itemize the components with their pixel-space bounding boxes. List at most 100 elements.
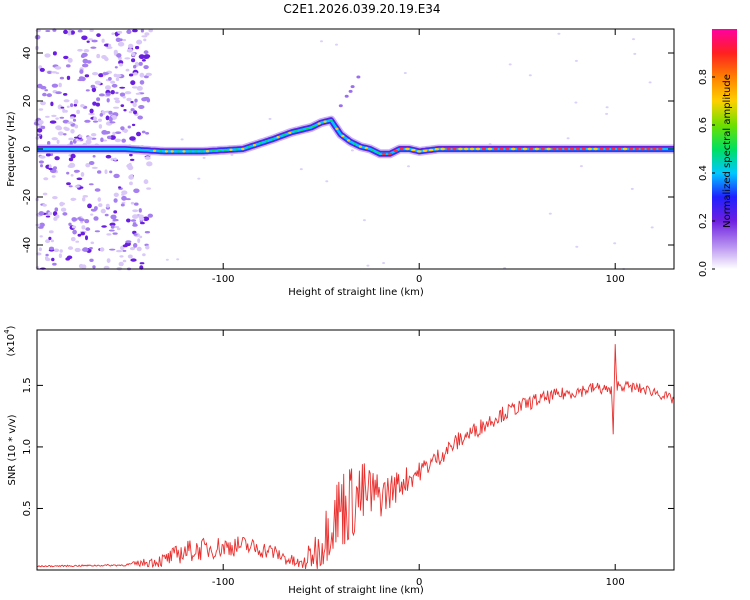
spectrogram-noise-point: [127, 254, 133, 259]
spectrogram-ridge-peak: [411, 148, 416, 152]
spectrogram-noise-point: [105, 92, 111, 96]
spectrogram-noise-point: [70, 129, 75, 134]
spectrogram-noise-point: [48, 236, 52, 241]
spectrogram-ridge-peak: [158, 150, 163, 153]
spectrogram-noise-point: [55, 91, 62, 95]
spectrogram-noise-point: [119, 92, 126, 97]
spectrogram-noise-point: [82, 58, 89, 64]
spectrogram-noise-point: [508, 63, 512, 66]
spectrogram-ridge-peak: [405, 147, 410, 151]
spectrogram-x-tick-label: 0: [416, 274, 422, 285]
spectrogram-noise-point: [51, 137, 58, 141]
spectrogram-ridge-peak: [358, 145, 362, 148]
spectrogram-noise-point: [70, 197, 77, 201]
spectrogram-noise-point: [109, 170, 113, 174]
spectrogram-noise-point: [142, 253, 146, 257]
spectrogram-ridge-peak: [399, 147, 404, 151]
spectrogram-noise-point: [121, 193, 125, 196]
spectrogram-noise-point: [142, 216, 150, 222]
spectrogram-noise-point: [74, 136, 79, 139]
spectrogram-ridge-peak: [517, 147, 522, 151]
spectrogram-noise-point: [146, 161, 153, 167]
spectrogram-noise-point: [106, 258, 111, 263]
spectrogram-noise-point: [68, 157, 74, 162]
spectrogram-noise-point: [104, 56, 109, 62]
spectrogram-noise-point: [141, 130, 146, 134]
colorbar-tick-label: 0.6: [698, 117, 709, 133]
spectrogram-ridge-peak: [200, 150, 204, 153]
spectrogram-ridge-peak: [522, 147, 528, 151]
spectrogram-noise-point: [63, 29, 68, 35]
spectrogram-ridge-peak: [205, 150, 210, 153]
spectrogram-noise-point: [122, 129, 129, 133]
spectrogram-noise-point: [98, 93, 105, 97]
spectrogram-noise-point: [146, 187, 152, 190]
spectrogram-noise-point: [122, 39, 127, 42]
spectrogram-noise-point: [77, 48, 83, 52]
spectrogram-noise-point: [67, 57, 73, 63]
spectrogram-ridge-peak: [270, 138, 274, 141]
spectrogram-ridge-peak: [276, 136, 280, 139]
spectrogram-noise-point: [136, 40, 143, 44]
spectrogram-noise-point: [648, 81, 652, 84]
spectrogram-noise-point: [42, 92, 47, 97]
spectrogram-ridge-peak: [611, 147, 616, 151]
spectrogram-noise-point: [605, 112, 609, 115]
spectrogram-y-tick-label: 0: [22, 146, 33, 152]
spectrogram-noise-point: [114, 66, 118, 69]
spectrogram-noise-point: [56, 126, 63, 131]
spectrogram-noise-point: [92, 265, 96, 269]
spectrogram-ridge-peak: [511, 147, 516, 151]
spectrogram-noise-point: [40, 125, 46, 130]
spectrogram-noise-point: [145, 132, 150, 135]
spectrogram-noise-point: [180, 138, 184, 141]
spectrogram-noise-point: [109, 135, 116, 140]
spectrogram-noise-point: [62, 93, 68, 96]
spectrogram-noise-point: [53, 248, 60, 253]
spectrogram-noise-point: [113, 198, 118, 203]
spectrogram-noise-point: [60, 207, 67, 212]
spectrogram-noise-point: [113, 173, 120, 179]
spectrogram-noise-point: [71, 217, 77, 222]
spectrogram-noise-point: [47, 141, 51, 146]
spectrogram-ridge-peak: [528, 147, 534, 151]
spectrogram-noise-point: [59, 249, 63, 253]
spectrogram-noise-point: [93, 116, 97, 121]
spectrogram-noise-point: [109, 248, 116, 251]
spectrogram-noise-point: [45, 30, 51, 32]
spectrogram-noise-point: [130, 219, 137, 222]
spectrogram-noise-point: [73, 169, 80, 173]
spectrogram-noise-point: [115, 37, 121, 42]
spectrogram-noise-point: [129, 247, 136, 251]
spectrogram-noise-point: [89, 247, 93, 250]
spectrogram-spur-point: [348, 89, 353, 93]
snr-y-tick-label: 0.5: [22, 501, 33, 517]
spectrogram-noise-point: [90, 84, 96, 89]
spectrogram-noise-point: [128, 43, 134, 49]
spectrogram-ridge-peak: [634, 147, 639, 151]
colorbar-tick-label: 0.2: [698, 213, 709, 229]
spectrogram-noise-point: [45, 239, 51, 244]
spectrogram-noise-point: [93, 216, 99, 221]
spectrogram-noise-point: [139, 80, 145, 85]
spectrogram-ridge-peak: [311, 125, 315, 128]
spectrogram-noise-point: [89, 108, 94, 114]
spectrogram-noise-point: [132, 214, 139, 219]
spectrogram-noise-point: [122, 95, 126, 99]
spectrogram-noise-point: [55, 117, 59, 120]
spectrogram-noise-point: [113, 49, 118, 55]
spectrogram-noise-point: [51, 83, 59, 88]
spectrogram-ridge-peak: [440, 147, 445, 151]
spectrogram-noise-point: [81, 52, 88, 58]
spectrogram-noise-point: [141, 97, 148, 102]
spectrogram-noise-point: [37, 128, 43, 133]
spectrogram-noise-point: [70, 103, 74, 108]
spectrogram-noise-point: [320, 40, 323, 43]
spectrogram-ridge-peak: [428, 148, 434, 152]
spectrogram-noise-point: [176, 258, 180, 261]
spectrogram-noise-point: [79, 69, 84, 74]
spectrogram-noise-point: [89, 29, 94, 32]
spectrogram-noise-point: [90, 241, 95, 245]
spectrogram-noise-point: [92, 101, 97, 106]
spectrogram-ridge-peak: [575, 147, 581, 151]
